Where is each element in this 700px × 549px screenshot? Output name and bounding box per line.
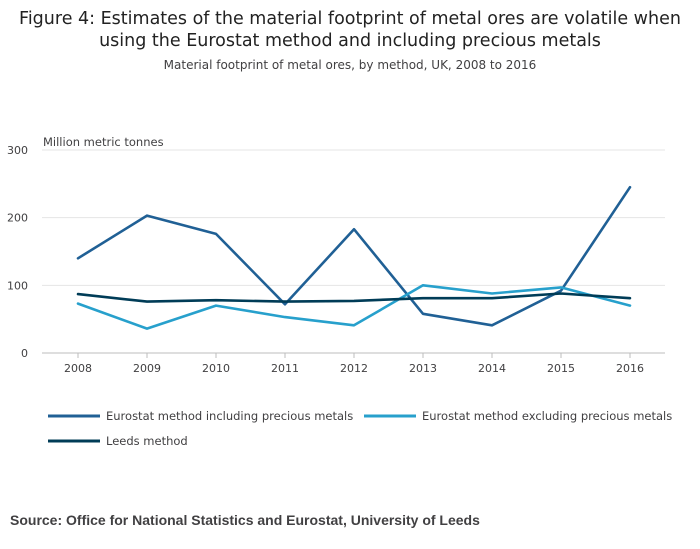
data-point <box>283 315 288 320</box>
y-axis-title: Million metric tonnes <box>43 135 164 149</box>
data-point <box>283 299 288 304</box>
data-point <box>214 303 219 308</box>
chart-title-line-2: using the Eurostat method and including … <box>99 31 601 51</box>
data-point <box>559 291 564 296</box>
data-point <box>145 213 150 218</box>
data-point <box>490 323 495 328</box>
series-lines <box>76 185 633 331</box>
series-line-1 <box>76 185 632 327</box>
data-point <box>76 301 81 306</box>
x-tick-label: 2016 <box>616 362 644 375</box>
data-point <box>628 296 633 301</box>
series-line-3 <box>76 292 632 303</box>
y-tick-label: 200 <box>7 212 28 225</box>
x-tick-label: 2013 <box>409 362 437 375</box>
data-point <box>352 323 357 328</box>
x-tick-label: 2008 <box>64 362 92 375</box>
data-point <box>421 283 426 288</box>
legend-label: Eurostat method excluding precious metal… <box>422 409 672 423</box>
legend-label: Eurostat method including precious metal… <box>106 409 353 423</box>
data-point <box>559 285 564 290</box>
data-point <box>352 298 357 303</box>
gridlines <box>42 149 665 286</box>
data-point <box>421 311 426 316</box>
x-tick-label: 2012 <box>340 362 368 375</box>
chart-title-line-1: Figure 4: Estimates of the material foot… <box>19 9 681 29</box>
x-tick-label: 2014 <box>478 362 506 375</box>
data-point <box>76 256 81 261</box>
x-tick-label: 2015 <box>547 362 575 375</box>
data-point <box>145 326 150 331</box>
data-point <box>628 303 633 308</box>
legend: Eurostat method including precious metal… <box>48 409 672 448</box>
x-tick-label: 2011 <box>271 362 299 375</box>
data-point <box>352 227 357 232</box>
data-point <box>490 296 495 301</box>
data-point <box>76 292 81 297</box>
x-tick-label: 2010 <box>202 362 230 375</box>
series-line-2 <box>76 283 632 330</box>
data-point <box>145 299 150 304</box>
y-tick-label: 100 <box>7 279 28 292</box>
chart-subtitle: Material footprint of metal ores, by met… <box>163 58 537 72</box>
data-point <box>628 185 633 190</box>
data-point <box>214 231 219 236</box>
legend-label: Leeds method <box>106 434 188 448</box>
data-point <box>214 298 219 303</box>
x-tick-label: 2009 <box>133 362 161 375</box>
data-point <box>490 291 495 296</box>
axes: 0 100 200 300 Million metric tonnes 2008 2009 2… <box>7 135 665 375</box>
y-tick-label: 300 <box>7 144 28 157</box>
chart-title: Figure 4: Estimates of the material foot… <box>0 8 700 52</box>
data-point <box>421 296 426 301</box>
source-note: Source: Office for National Statistics a… <box>10 512 480 528</box>
y-tick-label: 0 <box>21 347 28 360</box>
